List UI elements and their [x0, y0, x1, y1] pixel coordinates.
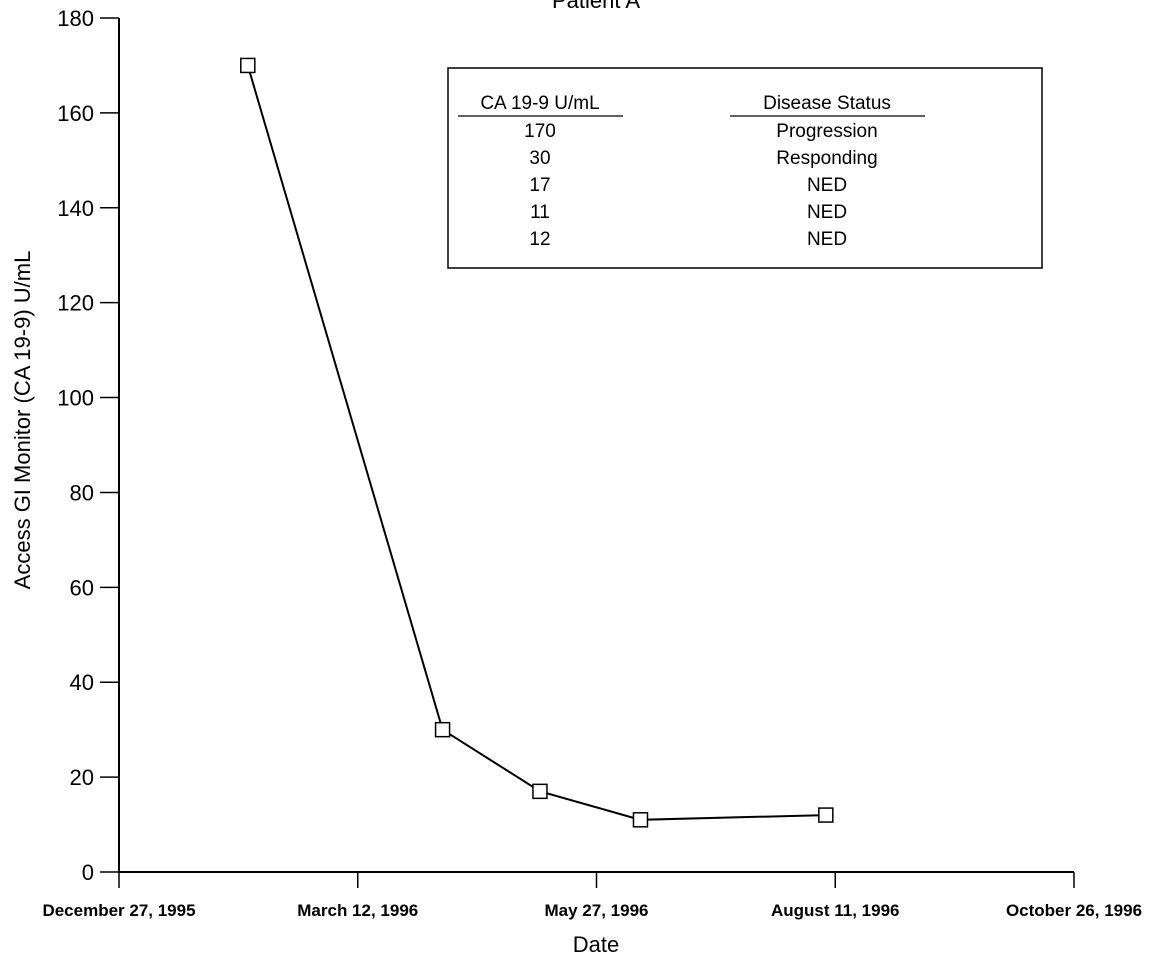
x-tick-label: August 11, 1996	[771, 901, 900, 920]
table-status: Responding	[776, 148, 877, 169]
x-tick-label: December 27, 1995	[42, 901, 195, 920]
y-tick-label: 180	[57, 6, 94, 31]
y-tick-label: 20	[70, 765, 94, 790]
table-value: 170	[524, 121, 556, 142]
table-value: 30	[529, 148, 550, 169]
marker	[818, 807, 834, 823]
y-axis-label: Access GI Monitor (CA 19-9) U/mL	[10, 251, 35, 590]
x-tick-label: March 12, 1996	[297, 901, 418, 920]
x-axis-label: Date	[573, 932, 619, 957]
x-tick-label: October 26, 1996	[1006, 901, 1142, 920]
table-value: 12	[529, 229, 550, 250]
marker	[632, 812, 649, 828]
table-box	[447, 67, 1043, 269]
marker	[434, 721, 451, 738]
y-tick-label: 140	[57, 196, 94, 221]
marker	[240, 57, 256, 74]
table-value: 17	[529, 175, 550, 196]
y-tick-label: 120	[57, 291, 94, 316]
table-status: NED	[807, 175, 847, 196]
x-tick-label: May 27, 1996	[545, 901, 649, 920]
y-tick-label: 160	[57, 101, 94, 126]
y-tick-label: 0	[82, 860, 94, 885]
table-value: 11	[530, 202, 550, 223]
y-tick-label: 80	[70, 480, 94, 505]
chart-title: Patient A	[552, 0, 640, 13]
table-header: CA 19-9 U/mL	[480, 93, 599, 114]
table-status: NED	[807, 229, 847, 250]
table-status: NED	[807, 202, 847, 223]
y-tick-label: 100	[57, 386, 94, 411]
table-header: Disease Status	[763, 93, 891, 114]
y-tick-label: 60	[70, 575, 94, 600]
marker	[532, 783, 548, 800]
table-status: Progression	[776, 121, 877, 142]
y-tick-label: 40	[70, 670, 94, 695]
